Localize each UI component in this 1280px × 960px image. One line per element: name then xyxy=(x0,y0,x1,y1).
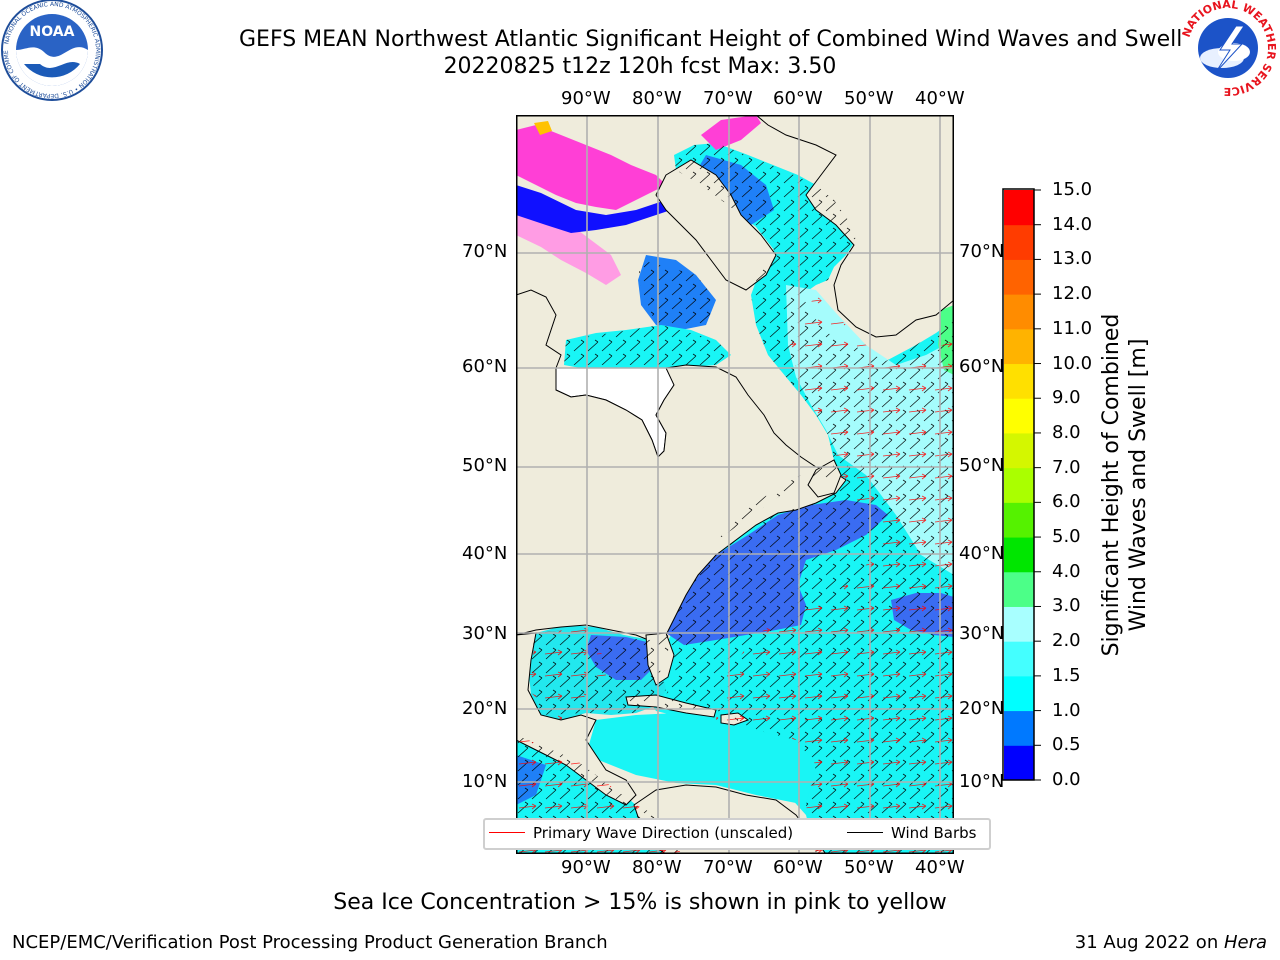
sea-ice-blue-channels xyxy=(516,185,686,233)
colorbar-tick-label: 11.0 xyxy=(1052,317,1093,339)
lat-label-right: 60°N xyxy=(959,356,1005,377)
nws-logo-icon: NATIONAL WEATHER SERVICE xyxy=(1180,0,1278,98)
lon-label-bottom: 50°W xyxy=(844,857,894,878)
lon-label-bottom: 60°W xyxy=(773,857,823,878)
lat-label-left: 70°N xyxy=(462,241,508,262)
colorbar-title-line2: Wind Waves and Swell [m] xyxy=(1126,338,1151,632)
run-date-credit: 31 Aug 2022 on Hera xyxy=(1075,932,1267,953)
colorbar-cell xyxy=(1004,467,1034,503)
colorbar-tick-label: 12.0 xyxy=(1052,283,1093,305)
colorbar-tick-label: 15.0 xyxy=(1052,179,1093,200)
colorbar-cell xyxy=(1004,641,1034,677)
colorbar-tick-label: 2.0 xyxy=(1052,630,1081,652)
colorbar-tick-label: 0.5 xyxy=(1052,734,1081,756)
lon-label-top: 80°W xyxy=(632,88,682,109)
lon-label-top: 40°W xyxy=(915,88,965,109)
colorbar-cell xyxy=(1004,606,1034,642)
colorbar-tick-label: 6.0 xyxy=(1052,491,1081,513)
wind-barbs-swatch xyxy=(847,832,883,833)
colorbar-tick-label: 10.0 xyxy=(1052,352,1093,374)
colorbar-title: Significant Height of Combined Wind Wave… xyxy=(1098,275,1158,695)
noaa-logo-icon: NOAA NATIONAL OCEANIC AND ATMOSPHERIC AD… xyxy=(0,0,103,101)
colorbar-cell xyxy=(1004,502,1034,538)
lon-label-top: 60°W xyxy=(773,88,823,109)
lat-label-left: 10°N xyxy=(462,771,508,792)
sea-ice-greenland-edge xyxy=(701,115,761,150)
colorbar-tick-label: 13.0 xyxy=(1052,248,1093,270)
colorbar-cell xyxy=(1004,745,1034,781)
colorbar-tick-label: 1.0 xyxy=(1052,699,1081,721)
colorbar-tick-label: 9.0 xyxy=(1052,387,1081,409)
colorbar-cell xyxy=(1004,571,1034,607)
colorbar-cell xyxy=(1004,224,1034,260)
lon-label-bottom: 40°W xyxy=(915,857,965,878)
lat-label-right: 50°N xyxy=(959,455,1005,476)
map-subtitle: 20220825 t12z 120h fcst Max: 3.50 xyxy=(443,54,837,79)
map-title: GEFS MEAN Northwest Atlantic Significant… xyxy=(239,27,1183,52)
colorbar-tick-label: 8.0 xyxy=(1052,421,1081,443)
colorbar-tick-label: 1.5 xyxy=(1052,664,1081,686)
colorbar-tick-label: 3.0 xyxy=(1052,595,1081,617)
lat-label-right: 20°N xyxy=(959,698,1005,719)
colorbar-tick-label: 5.0 xyxy=(1052,526,1081,548)
colorbar-cell xyxy=(1004,432,1034,469)
colorbar-tick-label: 7.0 xyxy=(1052,456,1081,478)
lat-label-left: 40°N xyxy=(462,543,508,564)
colorbar-cell xyxy=(1004,294,1034,330)
colorbar-tick-label: 4.0 xyxy=(1052,560,1081,582)
colorbar-cell xyxy=(1004,363,1034,399)
colorbar-cell xyxy=(1004,328,1034,365)
lon-label-top: 70°W xyxy=(703,88,753,109)
colorbar-tick-label: 14.0 xyxy=(1052,213,1093,235)
noaa-logo-text: NOAA xyxy=(30,24,75,40)
lat-label-right: 10°N xyxy=(959,771,1005,792)
legend-wave-direction-label: Primary Wave Direction (unscaled) xyxy=(533,824,794,842)
sea-ice-yellow xyxy=(534,121,552,135)
lat-label-left: 30°N xyxy=(462,623,508,644)
lon-label-bottom: 70°W xyxy=(703,857,753,878)
colorbar-cell xyxy=(1004,190,1034,226)
run-date: 31 Aug 2022 on xyxy=(1074,932,1224,953)
wave-height-map xyxy=(516,115,954,854)
wave-direction-swatch xyxy=(489,832,525,833)
colorbar xyxy=(1002,188,1041,781)
colorbar-title-line1: Significant Height of Combined xyxy=(1099,313,1124,657)
map-frame xyxy=(516,115,954,854)
lon-label-top: 50°W xyxy=(844,88,894,109)
lat-label-right: 40°N xyxy=(959,543,1005,564)
sea-ice-footnote: Sea Ice Concentration > 15% is shown in … xyxy=(333,890,947,915)
lon-label-bottom: 90°W xyxy=(561,857,611,878)
producer-credit: NCEP/EMC/Verification Post Processing Pr… xyxy=(12,932,608,953)
lon-label-top: 90°W xyxy=(561,88,611,109)
sea-ice-channels xyxy=(516,205,621,285)
greenland xyxy=(755,115,954,338)
colorbar-cell xyxy=(1004,710,1034,746)
lat-label-right: 30°N xyxy=(959,623,1005,644)
colorbar-tick-label: 0.0 xyxy=(1052,769,1081,790)
run-host: Hera xyxy=(1223,932,1267,953)
colorbar-cell xyxy=(1004,398,1034,434)
lat-label-right: 70°N xyxy=(959,241,1005,262)
lat-label-left: 50°N xyxy=(462,455,508,476)
lon-label-bottom: 80°W xyxy=(632,857,682,878)
graticule xyxy=(516,115,954,854)
colorbar-cell xyxy=(1004,259,1034,295)
legend-wind-barbs-label: Wind Barbs xyxy=(891,824,977,842)
colorbar-cell xyxy=(1004,537,1034,573)
sea-ice-arctic xyxy=(516,125,666,210)
colorbar-cell xyxy=(1004,675,1034,712)
lat-label-left: 60°N xyxy=(462,356,508,377)
lat-label-left: 20°N xyxy=(462,698,508,719)
map-legend: Primary Wave Direction (unscaled) Wind B… xyxy=(483,818,991,850)
